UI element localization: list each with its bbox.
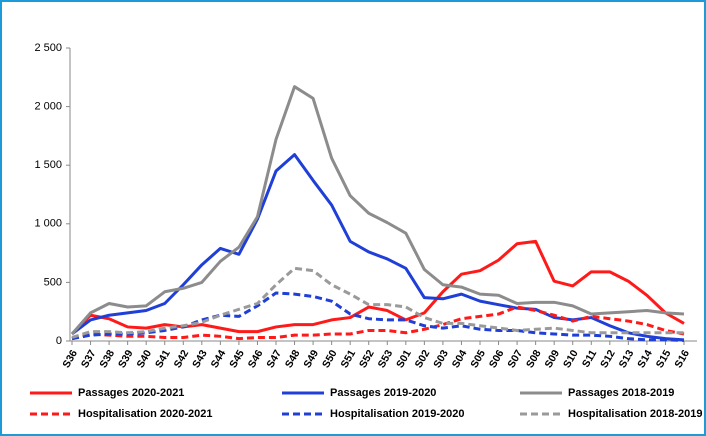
series-line	[70, 85, 685, 335]
y-tick-label: 2 500	[34, 42, 62, 54]
legend-label: Hospitalisation 2019-2020	[330, 408, 465, 420]
y-tick-label: 2 000	[34, 101, 62, 113]
series-line	[71, 266, 684, 339]
y-tick-label: 0	[56, 335, 62, 347]
legend-label: Passages 2018-2019	[568, 387, 674, 399]
legend-label: Passages 2019-2020	[330, 387, 436, 399]
legend-label: Hospitalisation 2018-2019	[568, 408, 703, 420]
legend-label: Hospitalisation 2020-2021	[78, 408, 213, 420]
series-line	[71, 305, 685, 341]
legend-label: Passages 2020-2021	[78, 387, 184, 399]
y-tick-label: 1 000	[34, 218, 62, 230]
y-tick-label: 500	[44, 276, 62, 288]
series-line	[71, 291, 685, 342]
y-tick-label: 1 500	[34, 159, 62, 171]
